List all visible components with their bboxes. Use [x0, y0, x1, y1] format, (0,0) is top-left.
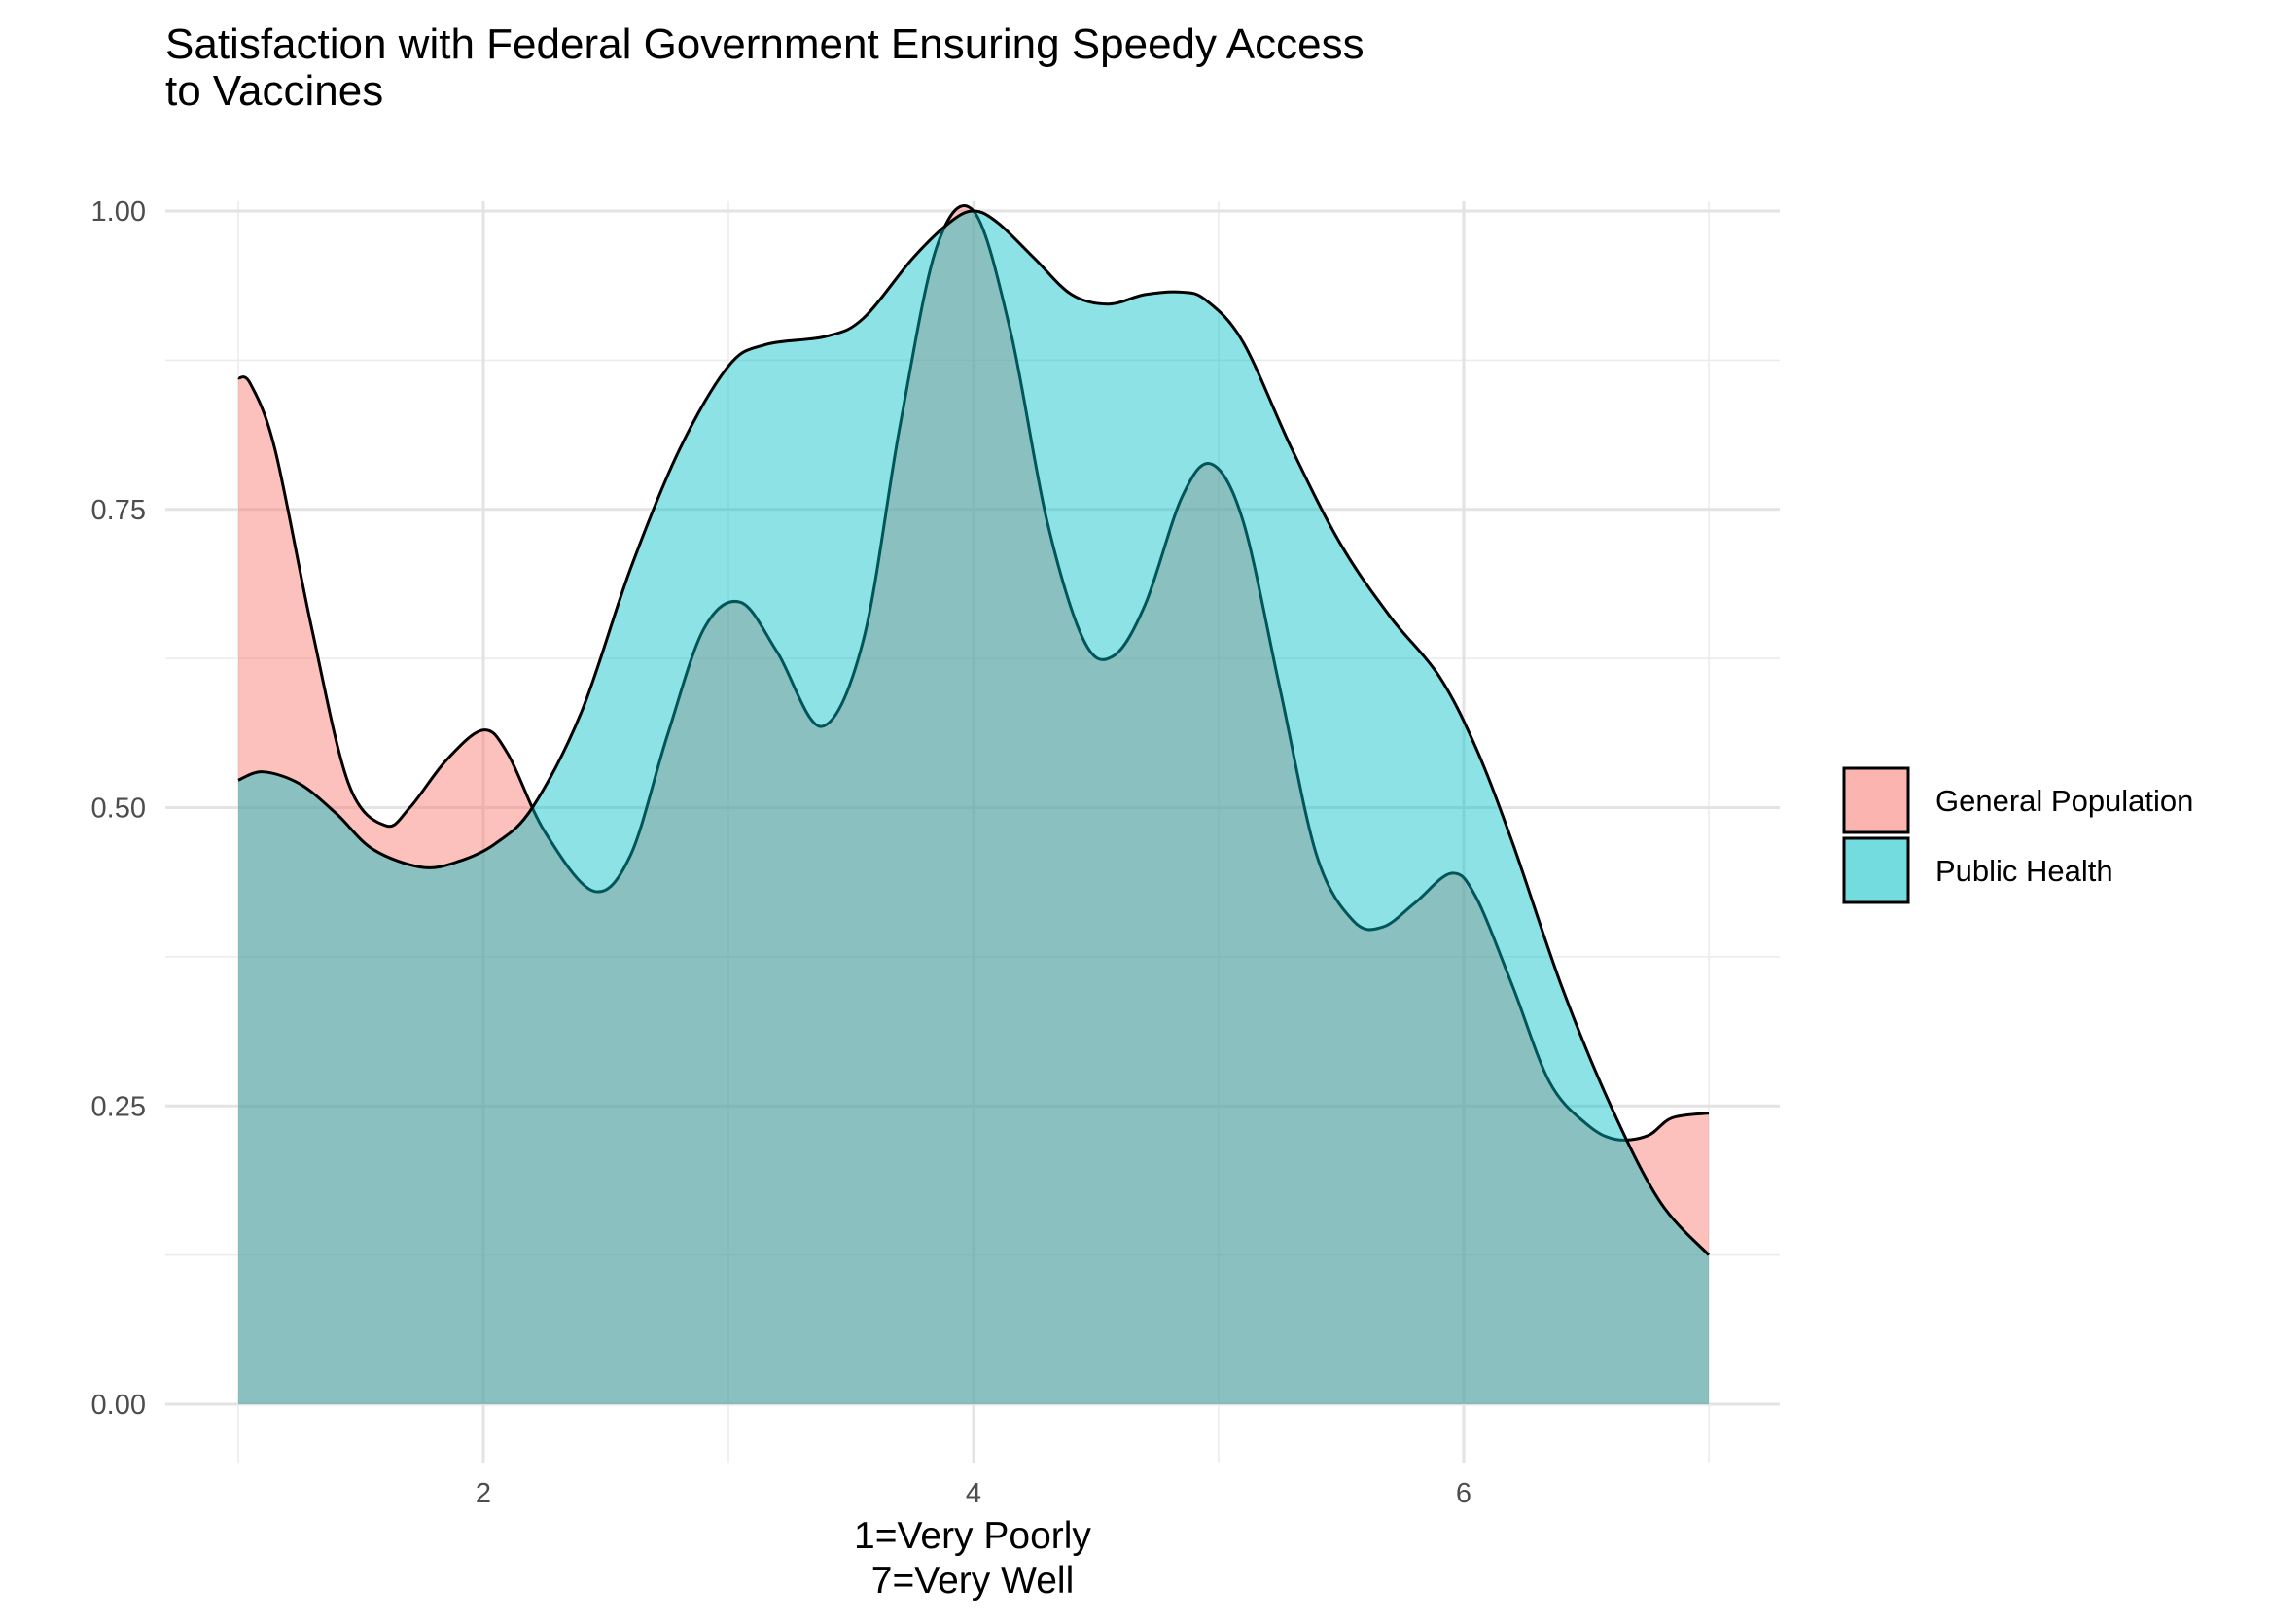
- x-axis-title-line: 1=Very Poorly: [854, 1515, 1091, 1557]
- x-tick-label: 2: [476, 1478, 491, 1509]
- x-tick-label: 6: [1456, 1478, 1471, 1509]
- y-tick-label: 0.25: [91, 1091, 146, 1122]
- x-tick-label: 4: [966, 1478, 981, 1509]
- x-axis-title-line: 7=Very Well: [871, 1560, 1074, 1602]
- density-areas: [237, 204, 1711, 1404]
- legend-label: General Population: [1935, 784, 2193, 818]
- legend-label: Public Health: [1935, 854, 2113, 888]
- y-tick-label: 0.50: [91, 794, 146, 825]
- y-axis-tick-labels: 0.00 0.25 0.50 0.75 1.00: [91, 196, 146, 1421]
- chart-title-line: Satisfaction with Federal Government Ens…: [165, 20, 1365, 68]
- y-tick-label: 0.75: [91, 495, 146, 526]
- chart-title: Satisfaction with Federal Government Ens…: [165, 20, 1365, 115]
- chart-title-line: to Vaccines: [165, 67, 383, 115]
- y-tick-label: 1.00: [91, 196, 146, 228]
- legend-swatch: [1842, 766, 1910, 834]
- density-line-general-population: [237, 204, 1710, 1142]
- density-area-general-population: [238, 205, 1709, 1404]
- legend-swatch: [1842, 836, 1910, 904]
- density-line-public-health: [237, 209, 1711, 1256]
- legend: General Population Public Health: [1842, 766, 2193, 904]
- x-axis-tick-labels: 2 4 6: [476, 1478, 1471, 1509]
- y-tick-label: 0.00: [91, 1390, 146, 1421]
- density-area-public-health: [238, 211, 1709, 1404]
